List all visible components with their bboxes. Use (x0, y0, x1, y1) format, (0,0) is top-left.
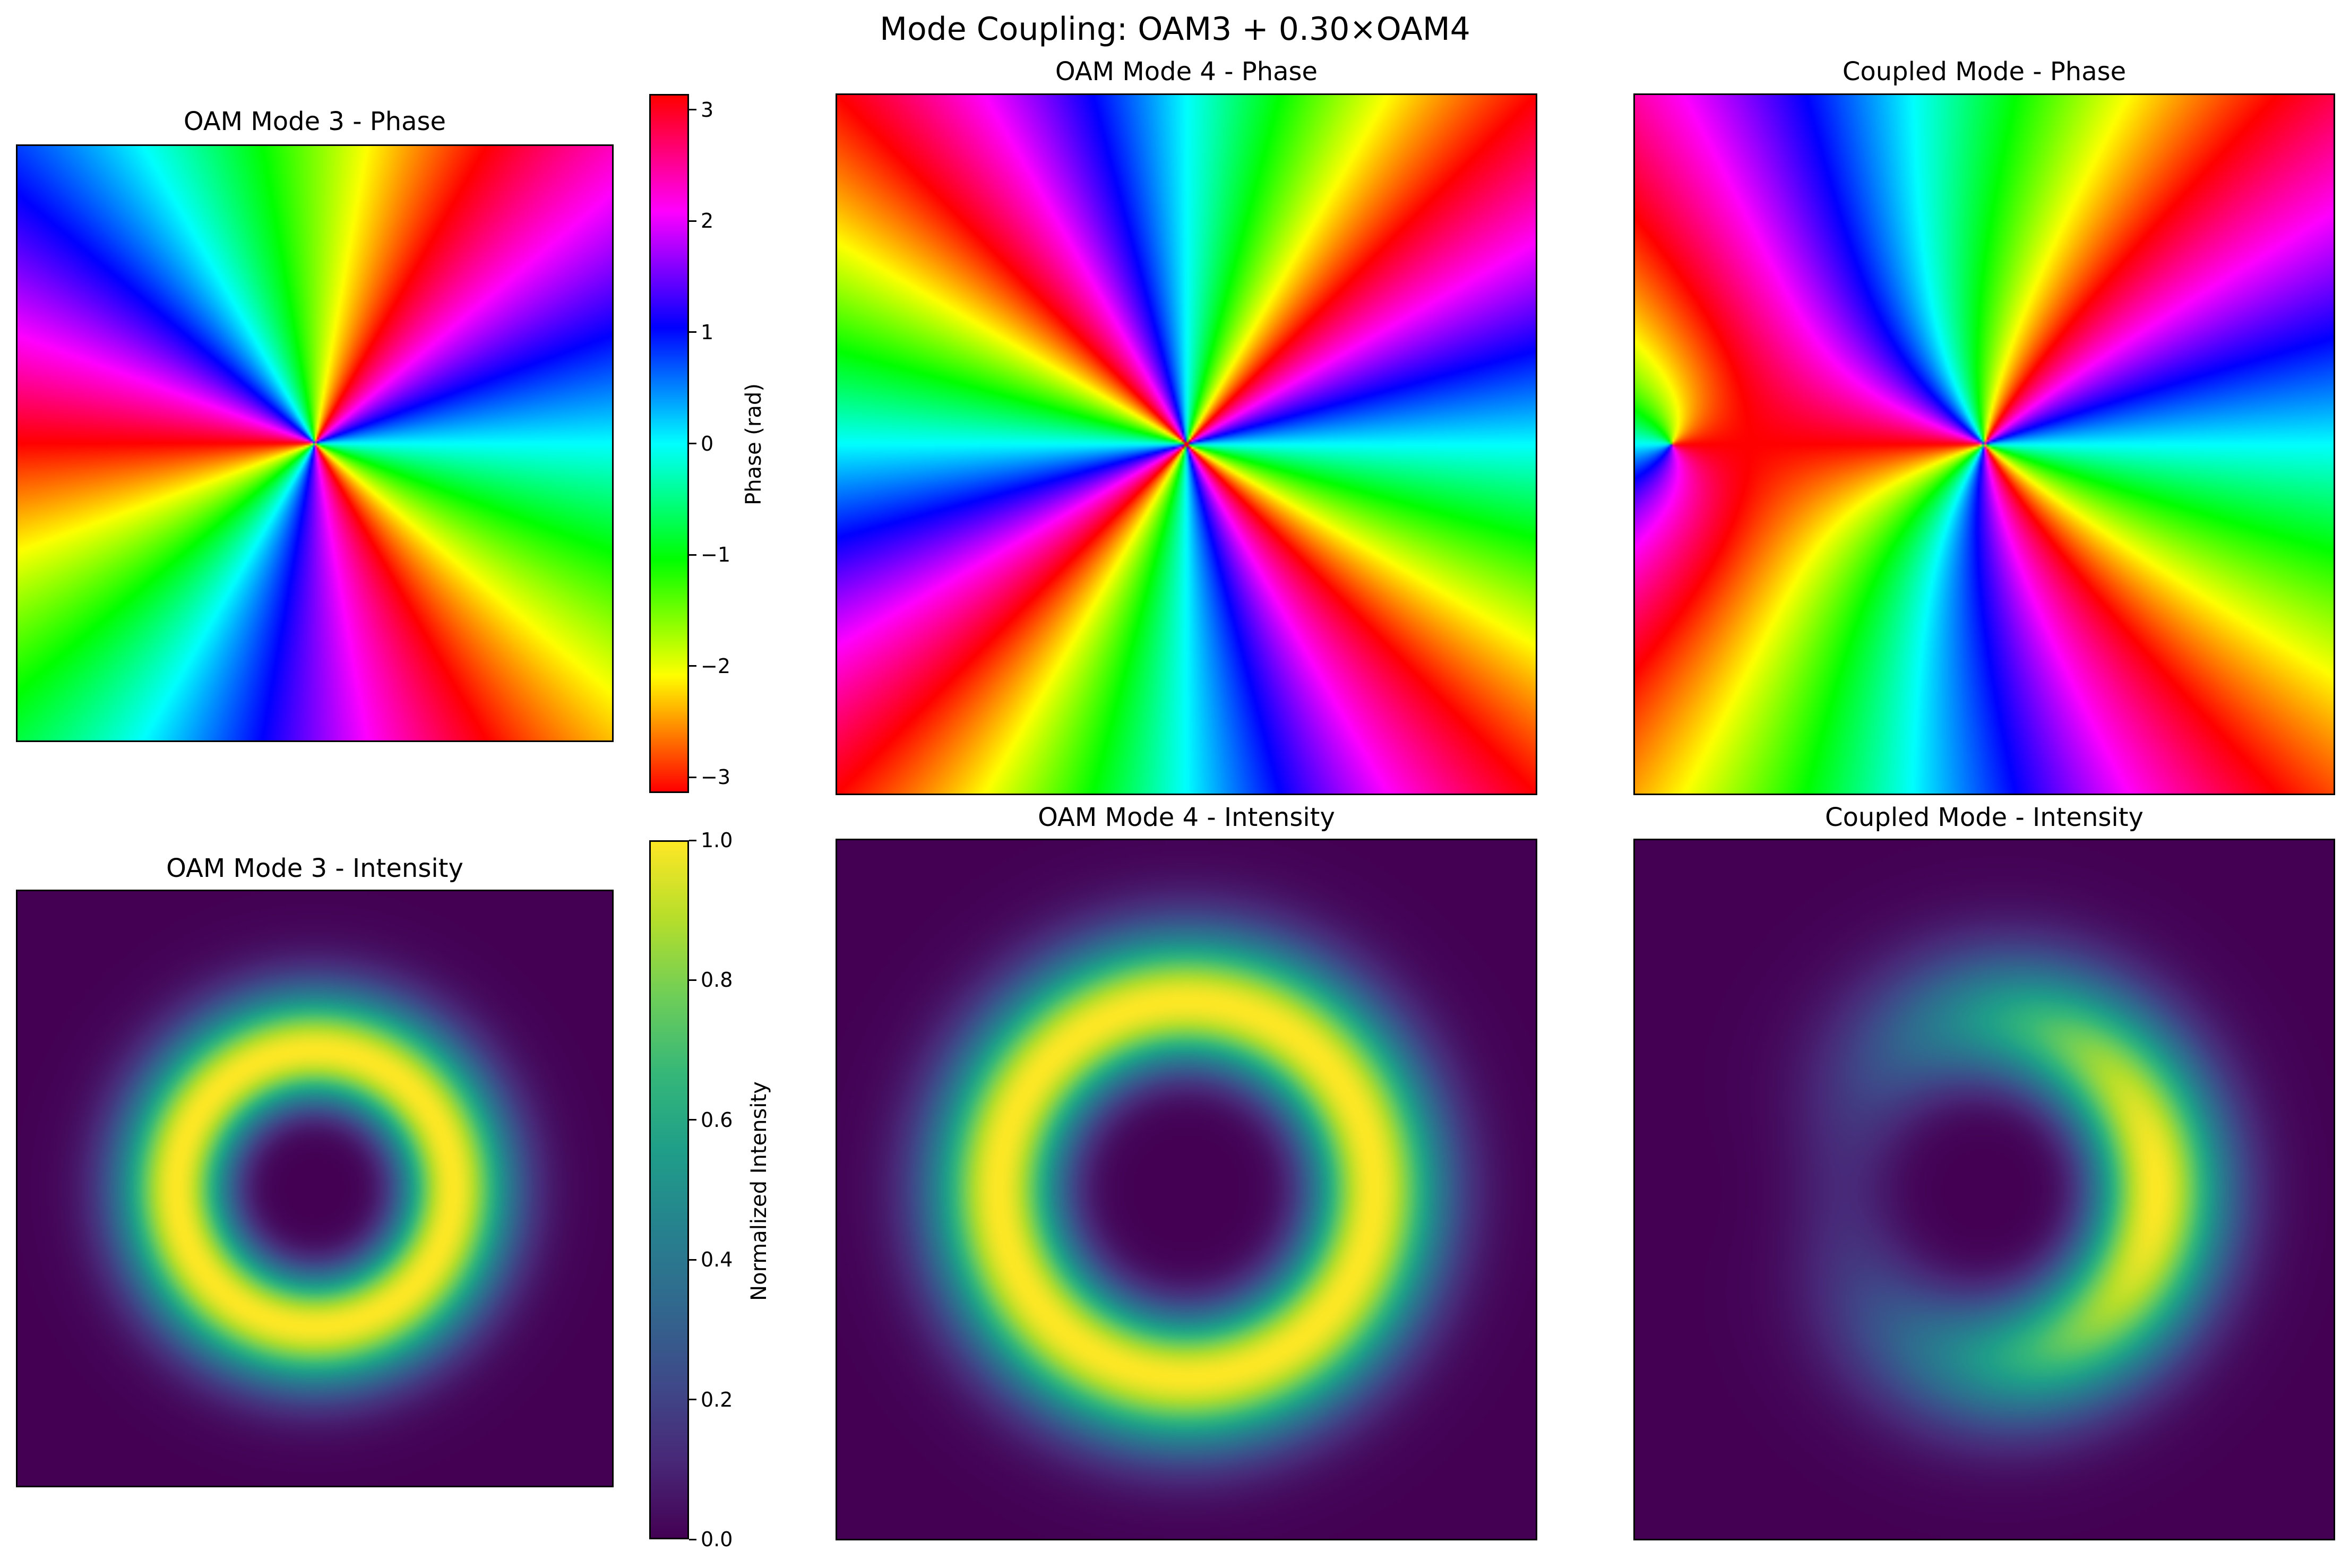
figure-suptitle: Mode Coupling: OAM3 + 0.30×OAM4 (880, 11, 1470, 48)
panel-title-oam3-intensity: OAM Mode 3 - Intensity (166, 854, 463, 883)
panel-title-coupled-intensity: Coupled Mode - Intensity (1825, 803, 2144, 832)
colorbar-tick-mark (689, 665, 696, 667)
heatmap-oam3-phase (16, 144, 614, 742)
panel-title-oam4-intensity: OAM Mode 4 - Intensity (1038, 803, 1335, 832)
colorbar-tick-mark (689, 443, 696, 444)
colorbar-tick-label: 0.6 (701, 1108, 733, 1132)
heatmap-oam4-intensity (836, 839, 1537, 1540)
colorbar-tick-mark (689, 331, 696, 333)
colorbar-intensity-label: Normalized Intensity (747, 1081, 771, 1301)
colorbar-tick-label: 1.0 (701, 829, 733, 852)
colorbar-tick-mark (689, 1538, 696, 1540)
panel-title-oam3-phase: OAM Mode 3 - Phase (183, 107, 446, 136)
panel-title-coupled-phase: Coupled Mode - Phase (1842, 57, 2127, 87)
colorbar-tick-label: 0.2 (701, 1388, 733, 1411)
colorbar-tick-label: 0.4 (701, 1248, 733, 1272)
colorbar-tick-mark (689, 1259, 696, 1261)
heatmap-coupled-intensity (1633, 839, 2335, 1540)
panel-title-oam4-phase: OAM Mode 4 - Phase (1055, 57, 1318, 87)
colorbar-phase-label: Phase (rad) (742, 383, 766, 505)
colorbar-tick-mark (689, 1399, 696, 1401)
colorbar-intensity (649, 840, 689, 1539)
colorbar-tick-label: 1 (701, 320, 714, 344)
colorbar-tick-label: −1 (701, 543, 731, 567)
heatmap-oam4-phase (836, 93, 1537, 795)
colorbar-phase (649, 94, 689, 793)
colorbar-tick-mark (689, 1119, 696, 1121)
colorbar-tick-label: 0.0 (701, 1528, 733, 1551)
colorbar-tick-mark (689, 109, 696, 111)
colorbar-tick-label: −3 (701, 765, 731, 789)
colorbar-tick-mark (689, 220, 696, 222)
colorbar-tick-label: 0.8 (701, 968, 733, 992)
colorbar-tick-label: 0 (701, 432, 714, 455)
colorbar-tick-label: 2 (701, 209, 714, 233)
colorbar-tick-label: −2 (701, 654, 731, 678)
colorbar-tick-mark (689, 979, 696, 981)
colorbar-tick-mark (689, 776, 696, 778)
heatmap-oam3-intensity (16, 890, 614, 1487)
colorbar-tick-mark (689, 839, 696, 841)
colorbar-tick-label: 3 (701, 98, 714, 122)
colorbar-tick-mark (689, 554, 696, 556)
heatmap-coupled-phase (1633, 93, 2335, 795)
